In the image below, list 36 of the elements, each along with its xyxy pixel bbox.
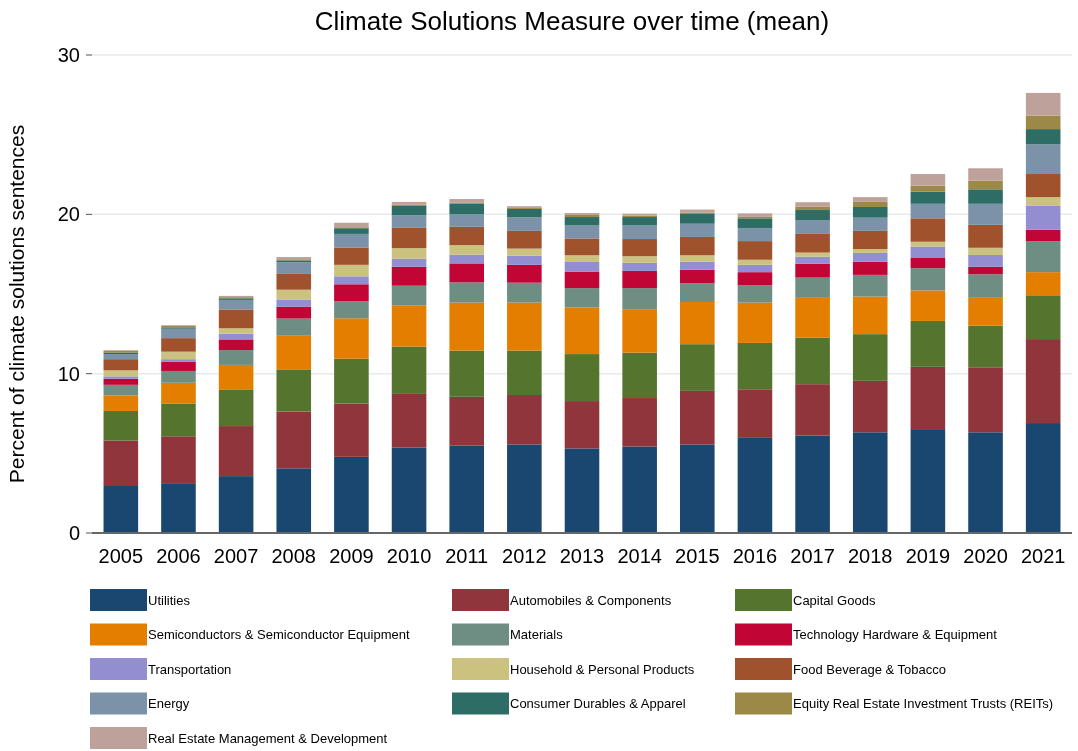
x-tick-label: 2014 — [617, 545, 662, 567]
x-tick-label: 2020 — [963, 545, 1008, 567]
legend-label: Utilities — [148, 592, 191, 608]
legend-label: Transportation — [148, 661, 232, 677]
x-tick-label: 2017 — [790, 545, 835, 567]
x-tick-label: 2021 — [1020, 545, 1066, 567]
x-tick-label: 2007 — [213, 545, 259, 567]
chart-title: Climate Solutions Measure over time (mean) — [314, 6, 830, 36]
legend-label: Technology Hardware & Equipment — [793, 627, 998, 643]
legend-label: Household & Personal Products — [510, 661, 695, 677]
x-tick-label: 2005 — [98, 545, 144, 567]
legend-label: Real Estate Management & Development — [148, 730, 388, 746]
x-tick-label: 2006 — [156, 545, 201, 567]
legend-label: Food Beverage & Tobacco — [793, 661, 946, 677]
x-tick-label: 2008 — [271, 545, 317, 567]
legend-label: Capital Goods — [793, 592, 876, 608]
legend-label: Energy — [148, 696, 190, 712]
x-tick-label: 2016 — [732, 545, 778, 567]
x-tick-label: 2013 — [559, 545, 605, 567]
x-tick-label: 2010 — [386, 545, 432, 567]
y-tick-label: 0 — [68, 522, 80, 544]
x-tick-label: 2012 — [502, 545, 547, 567]
y-axis-title: Percent of climate solutions sentences — [5, 124, 28, 484]
y-tick-label: 20 — [57, 203, 80, 226]
legend-label: Equity Real Estate Investment Trusts (REITs) — [793, 696, 1054, 712]
x-tick-label: 2011 — [445, 545, 489, 567]
x-tick-label: 2018 — [847, 545, 893, 567]
x-tick-label: 2019 — [905, 545, 951, 567]
legend-label: Materials — [510, 627, 564, 643]
legend-label: Consumer Durables & Apparel — [510, 696, 686, 712]
x-tick-label: 2015 — [675, 545, 720, 567]
legend-label: Semiconductors & Semiconductor Equipment — [148, 627, 410, 643]
y-tick-label: 10 — [57, 362, 80, 385]
x-tick-label: 2009 — [329, 545, 374, 567]
y-tick-label: 30 — [57, 44, 80, 66]
legend-label: Automobiles & Components — [510, 592, 672, 608]
